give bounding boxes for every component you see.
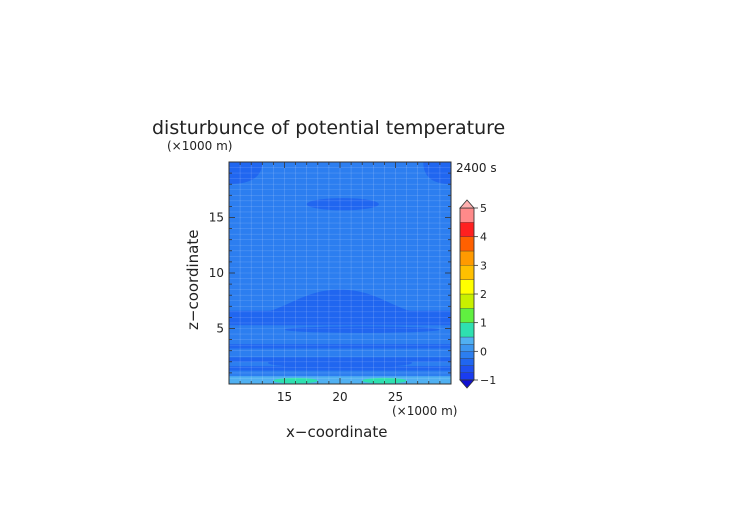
colorbar-swatch <box>459 336 475 345</box>
contour-band <box>229 366 451 371</box>
contour-lens <box>284 326 440 333</box>
contour-band <box>229 344 451 349</box>
time-label: 2400 s <box>456 161 497 175</box>
contour-lens <box>306 198 379 211</box>
x-tick-label: 15 <box>277 390 292 404</box>
y-axis-ticks: 5 10 15 <box>209 161 451 385</box>
chart-title: disturbunce of potential temperature <box>152 117 505 139</box>
x-axis-ticks: 15 20 25 <box>228 162 452 404</box>
x-axis-label: x−coordinate <box>286 423 387 441</box>
colorbar-label: 0 <box>480 345 487 358</box>
colorbar-swatch <box>459 322 475 338</box>
colorbar-swatch <box>459 351 475 359</box>
colorbar-swatch <box>459 236 475 252</box>
y-tick-label: 5 <box>216 322 224 336</box>
colorbar-under-arrow <box>459 379 475 389</box>
z-unit-label: (×1000 m) <box>167 139 232 153</box>
colorbar-swatch <box>459 365 475 373</box>
y-tick-label: 15 <box>209 211 224 225</box>
colorbar-swatch <box>459 372 475 381</box>
contour-lens <box>267 357 413 368</box>
colorbar-swatch <box>459 358 475 366</box>
contour-dome <box>229 289 451 318</box>
colorbar-swatch <box>459 308 475 323</box>
contour-corner <box>423 162 451 185</box>
colorbar-swatch <box>459 265 475 280</box>
colorbar-swatch <box>459 279 475 295</box>
plot-grid <box>229 162 451 384</box>
colorbar-label: −1 <box>480 374 496 387</box>
colorbar-swatch <box>459 250 475 266</box>
x-tick-label: 25 <box>388 390 403 404</box>
colorbar-swatch <box>459 293 475 309</box>
x-tick-label: 20 <box>332 390 347 404</box>
y-axis-label: z−coordinate <box>184 230 202 330</box>
colorbar-label: 4 <box>480 231 487 244</box>
y-tick-label: 10 <box>209 266 224 280</box>
colorbar: 5 4 3 2 1 0 −1 <box>459 199 496 389</box>
colorbar-label: 3 <box>480 259 487 272</box>
contour-corner <box>229 162 263 185</box>
colorbar-swatch <box>459 207 475 223</box>
colorbar-over-arrow <box>459 199 475 209</box>
x-unit-label: (×1000 m) <box>392 404 457 418</box>
colorbar-label: 2 <box>480 288 487 301</box>
colorbar-swatch <box>459 222 475 237</box>
colorbar-label: 5 <box>480 202 487 215</box>
colorbar-label: 1 <box>480 317 487 330</box>
colorbar-swatch <box>459 344 475 352</box>
